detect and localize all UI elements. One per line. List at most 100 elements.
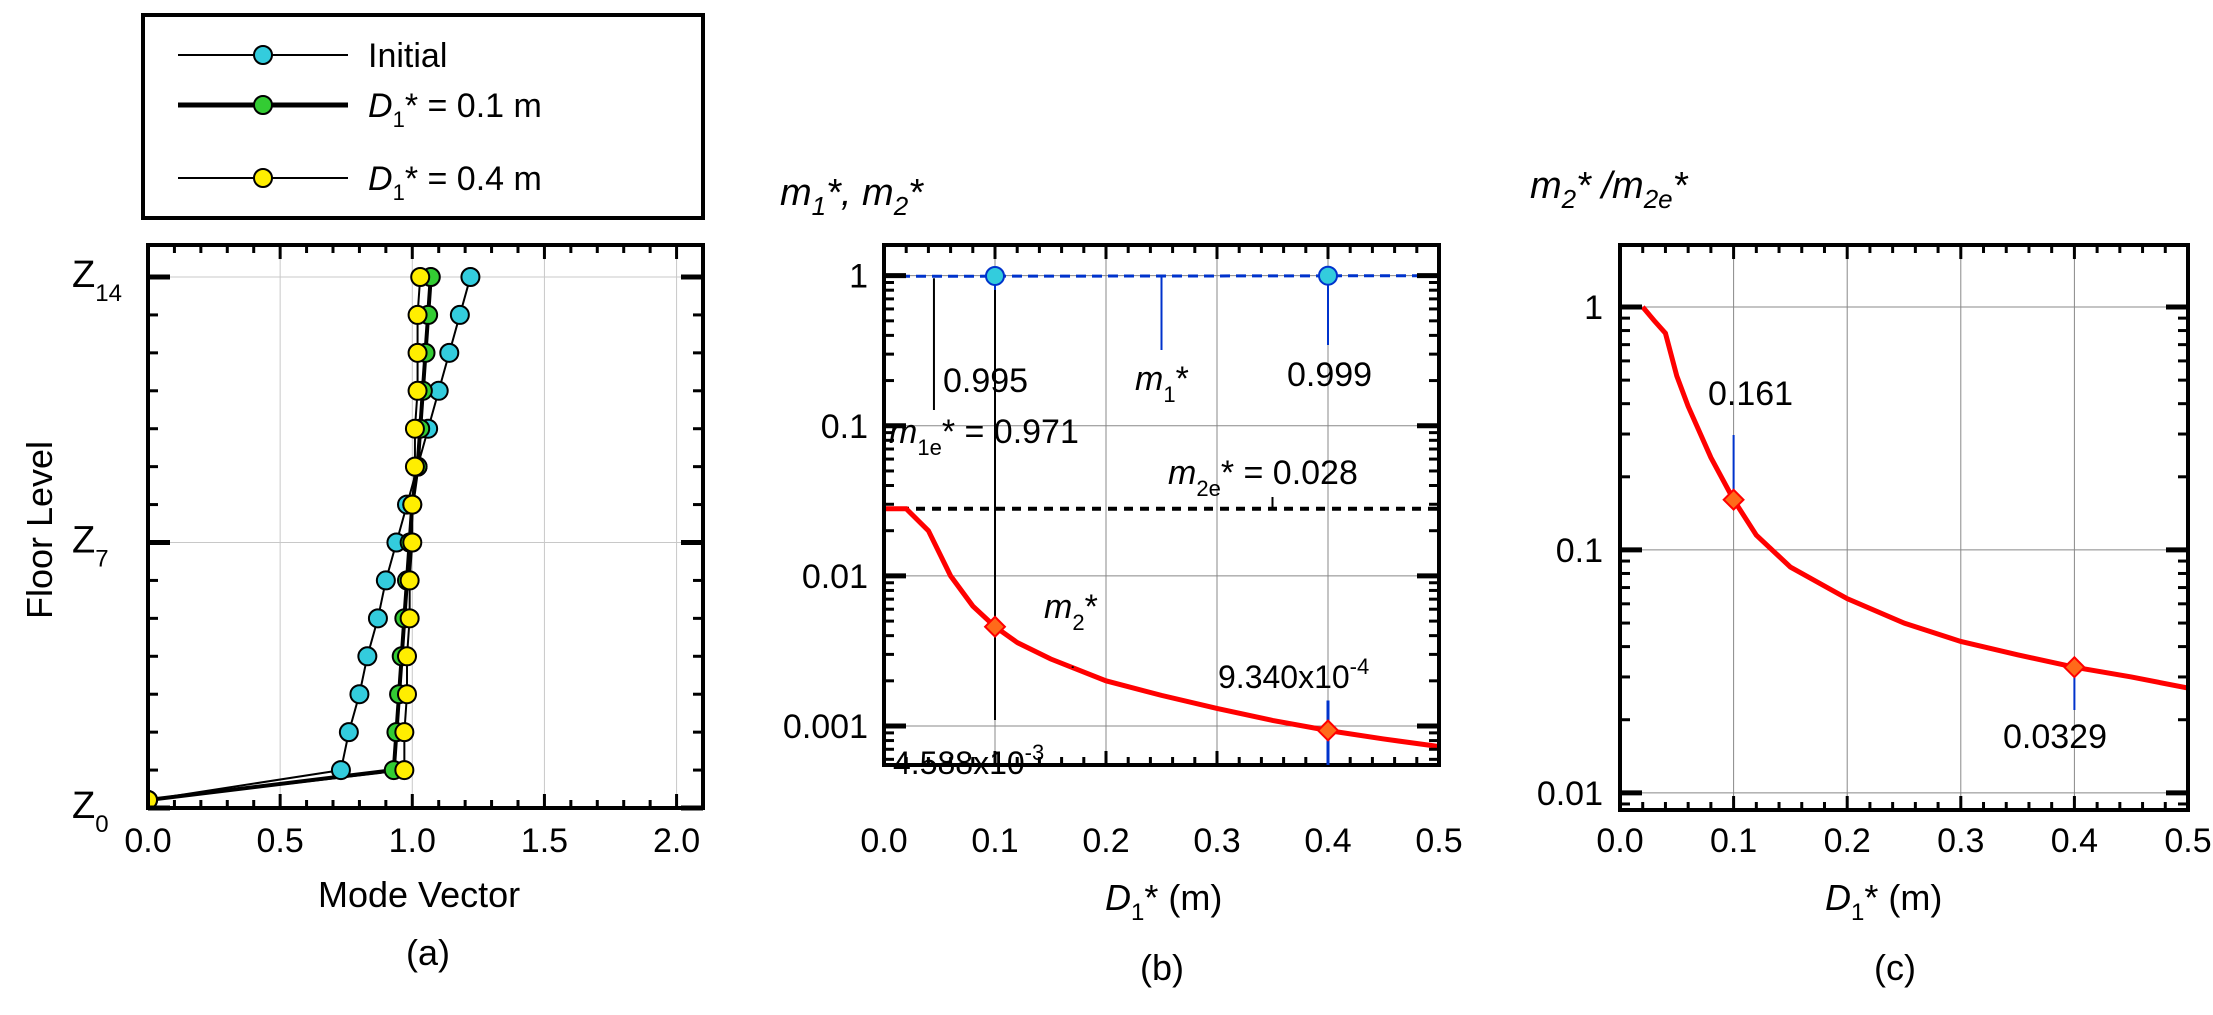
data-point (338, 722, 359, 743)
data-point (402, 532, 423, 553)
x-tick-label: 0.0 (860, 822, 907, 860)
data-point (410, 267, 431, 287)
label-934-base: 9.340x10 (1218, 659, 1350, 695)
label-m2-post: * (1085, 588, 1098, 626)
data-point (394, 760, 415, 781)
panel-a-frame (146, 243, 705, 810)
point-m1-01 (985, 265, 1005, 286)
legend-frame (141, 13, 705, 220)
point-0161 (1722, 488, 1745, 512)
y-tick-label: Z14 (72, 254, 122, 307)
data-point (375, 570, 396, 591)
legend-label: D1* = 0.1 m (368, 87, 542, 132)
y-tick-label: 0.001 (783, 708, 868, 746)
data-point (357, 646, 378, 667)
series-line (148, 276, 422, 801)
label-4588-base: 4.588x10 (893, 745, 1025, 781)
label-m2e-sub: 2e (1196, 476, 1220, 501)
label-m2: m2* (1044, 588, 1098, 635)
legend-label: D1* = 0.4 m (368, 160, 542, 205)
m1-curve (884, 274, 1439, 278)
data-point (402, 494, 423, 515)
y-tick-base: Z (72, 785, 95, 827)
point-00329 (2063, 655, 2086, 679)
label-m1e-sub: 1e (917, 435, 941, 460)
label-0995: 0.995 (943, 362, 1028, 400)
data-point (330, 760, 351, 781)
label-m2e: m2e* = 0.028 (1168, 454, 1358, 501)
x-tick-label: 0.2 (1082, 822, 1129, 860)
ratio-curve (1640, 305, 2188, 691)
legend-label-text: Initial (368, 37, 447, 75)
legend-marker (253, 168, 273, 188)
y-tick-label: 1 (849, 258, 868, 296)
legend-marker (253, 45, 273, 65)
y-tick-label: Z7 (72, 520, 109, 573)
y-tick-label: 0.01 (802, 558, 868, 596)
m2-curve (884, 506, 1439, 750)
data-point (404, 418, 425, 439)
panel-b-title: m1*, m2* (780, 172, 924, 221)
label-m2-sub: 2 (1072, 610, 1084, 635)
data-point (407, 380, 428, 401)
data-point (367, 608, 388, 629)
data-point (349, 684, 370, 705)
panel-b-frame (882, 243, 1441, 767)
label-m2e-post: * = 0.028 (1221, 454, 1358, 492)
label-m1e-base: m (889, 413, 917, 451)
data-point (449, 304, 470, 325)
label-m1-sub: 1 (1163, 382, 1175, 407)
x-tick-label: 0.3 (1193, 822, 1240, 860)
x-tick-label: 0.1 (1710, 822, 1757, 860)
data-point (397, 684, 417, 705)
panel-a-xlabel: Mode Vector (318, 874, 520, 915)
y-tick-base: Z (72, 254, 95, 296)
data-point (397, 646, 417, 667)
panel-b: 0.0 0.1 0.2 0.3 0.4 0.5 1 0.1 0.01 0.001 0.995 0.9… (780, 172, 1463, 988)
label-m1-post: * (1176, 360, 1189, 398)
data-point (407, 342, 428, 363)
x-tick-label: 0.3 (1937, 822, 1984, 860)
legend-marker (253, 95, 273, 115)
label-0999: 0.999 (1287, 356, 1372, 394)
label-m1e: m1e* = 0.971 (889, 413, 1079, 460)
label-934: 9.340x10-4 (1218, 654, 1369, 695)
data-point (404, 456, 425, 477)
point-m2-01 (983, 615, 1007, 639)
legend-label: Initial (368, 37, 447, 75)
data-point (399, 570, 420, 591)
legend-label-rest: * = 0.4 m (405, 160, 542, 198)
x-tick-label: 0.2 (1824, 822, 1871, 860)
legend-label-d: D (368, 160, 393, 198)
y-tick-label: 0.01 (1537, 775, 1603, 813)
label-934-sup: -4 (1350, 654, 1370, 679)
x-tick-label: 1.0 (389, 822, 436, 860)
label-m2e-base: m (1168, 454, 1196, 492)
panel-c-xlabel: D1* (m) (1825, 877, 1942, 926)
y-tick-sub: 7 (95, 546, 108, 573)
legend-label-rest: * = 0.1 m (405, 87, 542, 125)
data-point (460, 267, 481, 287)
x-tick-label: 0.0 (1596, 822, 1643, 860)
label-m2-base: m (1044, 588, 1072, 626)
data-point (399, 608, 420, 629)
y-tick-sub: 14 (95, 280, 122, 307)
y-tick-base: Z (72, 520, 95, 562)
y-tick-label: 1 (1584, 289, 1603, 327)
panel-b-caption: (b) (1140, 947, 1184, 988)
label-00329: 0.0329 (2003, 718, 2107, 756)
x-tick-label: 0.0 (124, 822, 171, 860)
data-point (439, 342, 460, 363)
x-tick-label: 0.4 (1304, 822, 1351, 860)
point-m2-04 (1316, 719, 1340, 742)
label-m1: m1* (1135, 360, 1189, 407)
panel-b-xlabel: D1* (m) (1105, 877, 1222, 926)
data-point (148, 790, 158, 808)
panel-a-caption: (a) (406, 932, 450, 973)
legend-label-sub: 1 (393, 180, 405, 205)
label-4588: 4.588x10-3 (893, 740, 1044, 781)
y-tick-label: 0.1 (821, 408, 868, 446)
